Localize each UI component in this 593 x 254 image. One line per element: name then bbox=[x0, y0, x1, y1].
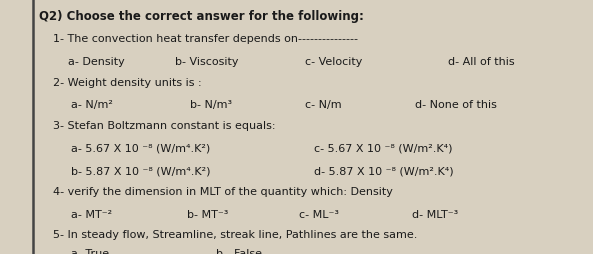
Text: d- All of this: d- All of this bbox=[448, 57, 514, 67]
Text: c- Velocity: c- Velocity bbox=[305, 57, 363, 67]
Text: a- True: a- True bbox=[71, 249, 109, 254]
Text: a- Density: a- Density bbox=[68, 57, 125, 67]
Text: a- MT⁻²: a- MT⁻² bbox=[71, 210, 112, 220]
Text: b- 5.87 X 10 ⁻⁸ (W/m⁴.K²): b- 5.87 X 10 ⁻⁸ (W/m⁴.K²) bbox=[71, 166, 211, 177]
Text: c- 5.67 X 10 ⁻⁸ (W/m².K⁴): c- 5.67 X 10 ⁻⁸ (W/m².K⁴) bbox=[314, 144, 453, 154]
Text: 1- The convection heat transfer depends on---------------: 1- The convection heat transfer depends … bbox=[53, 34, 358, 44]
Text: b- N/m³: b- N/m³ bbox=[190, 100, 232, 110]
Text: 3- Stefan Boltzmann constant is equals:: 3- Stefan Boltzmann constant is equals: bbox=[53, 121, 276, 131]
Text: a- N/m²: a- N/m² bbox=[71, 100, 113, 110]
Text: 2- Weight density units is :: 2- Weight density units is : bbox=[53, 77, 202, 88]
Text: c- N/m: c- N/m bbox=[305, 100, 342, 110]
Text: d- MLT⁻³: d- MLT⁻³ bbox=[412, 210, 458, 220]
Text: 5- In steady flow, Streamline, streak line, Pathlines are the same.: 5- In steady flow, Streamline, streak li… bbox=[53, 230, 417, 240]
Text: a- 5.67 X 10 ⁻⁸ (W/m⁴.K²): a- 5.67 X 10 ⁻⁸ (W/m⁴.K²) bbox=[71, 144, 211, 154]
Text: b- Viscosity: b- Viscosity bbox=[175, 57, 238, 67]
Text: d- None of this: d- None of this bbox=[415, 100, 497, 110]
Text: c- ML⁻³: c- ML⁻³ bbox=[299, 210, 339, 220]
Text: b - False: b - False bbox=[216, 249, 263, 254]
Text: d- 5.87 X 10 ⁻⁸ (W/m².K⁴): d- 5.87 X 10 ⁻⁸ (W/m².K⁴) bbox=[314, 166, 454, 177]
Text: 4- verify the dimension in MLT of the quantity which: Density: 4- verify the dimension in MLT of the qu… bbox=[53, 187, 393, 197]
Text: b- MT⁻³: b- MT⁻³ bbox=[187, 210, 228, 220]
Text: Q2) Choose the correct answer for the following:: Q2) Choose the correct answer for the fo… bbox=[39, 10, 364, 23]
